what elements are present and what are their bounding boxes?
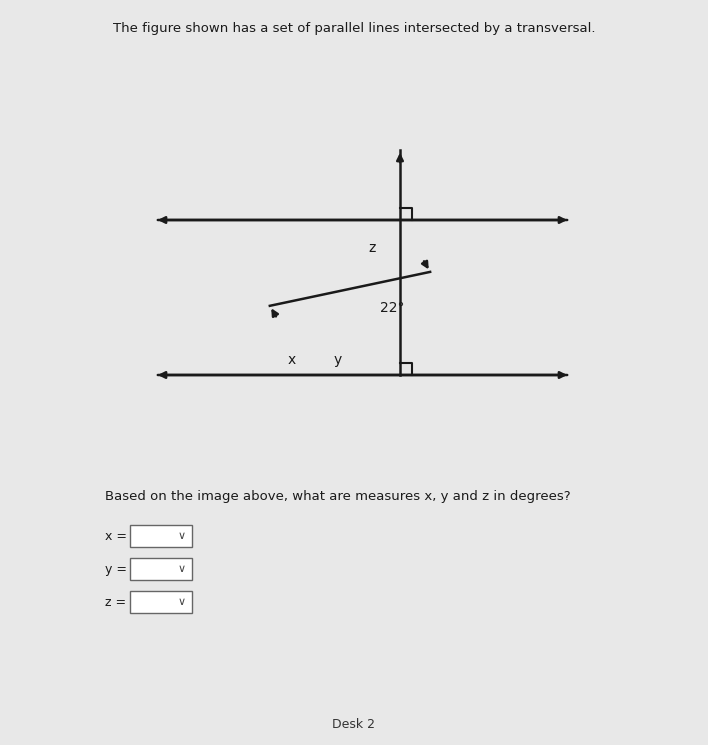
Text: ∨: ∨ [178, 597, 186, 607]
Text: ∨: ∨ [178, 564, 186, 574]
Text: The figure shown has a set of parallel lines intersected by a transversal.: The figure shown has a set of parallel l… [113, 22, 595, 35]
FancyBboxPatch shape [130, 525, 192, 547]
Text: z =: z = [105, 595, 126, 609]
Text: ∨: ∨ [178, 531, 186, 541]
Text: 22°: 22° [380, 300, 404, 314]
Text: z: z [368, 241, 376, 255]
Text: Desk 2: Desk 2 [333, 718, 375, 732]
Text: y: y [334, 353, 342, 367]
Text: x =: x = [105, 530, 127, 542]
FancyBboxPatch shape [130, 591, 192, 613]
FancyBboxPatch shape [130, 558, 192, 580]
Text: y =: y = [105, 562, 127, 575]
Text: x: x [288, 353, 296, 367]
Text: Based on the image above, what are measures x, y and z in degrees?: Based on the image above, what are measu… [105, 490, 571, 503]
